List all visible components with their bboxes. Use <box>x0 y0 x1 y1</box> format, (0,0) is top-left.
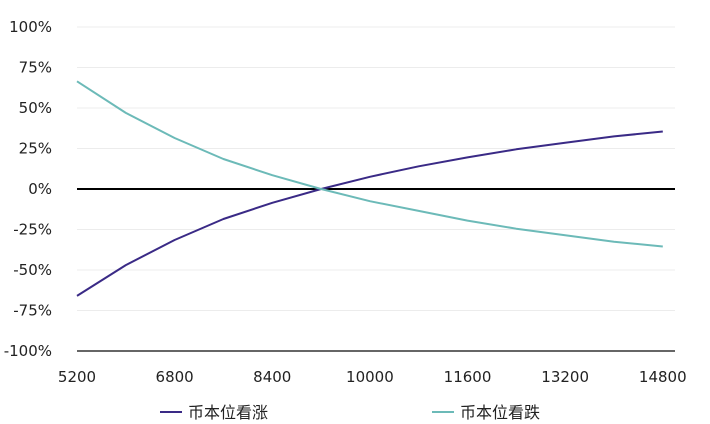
y-tick-label: -100% <box>4 342 52 360</box>
legend-label: 币本位看跌 <box>460 403 540 422</box>
x-tick-label: 5200 <box>58 368 96 386</box>
x-tick-label: 11600 <box>444 368 492 386</box>
x-tick-labels: 5200 6800 8400 10000 11600 13200 14800 <box>58 368 687 386</box>
axes <box>77 188 675 352</box>
y-tick-labels: 100% 75% 50% 25% 0% -25% -50% -75% -100% <box>4 18 52 360</box>
y-tick-label: -75% <box>13 302 52 320</box>
y-tick-label: 50% <box>19 99 52 117</box>
x-tick-label: 8400 <box>253 368 291 386</box>
y-tick-label: 0% <box>28 180 52 198</box>
y-tick-label: -50% <box>13 261 52 279</box>
series-lines <box>76 80 663 297</box>
y-tick-label: 25% <box>19 140 52 158</box>
x-tick-label: 10000 <box>346 368 394 386</box>
gridlines <box>77 26 675 311</box>
y-tick-label: 75% <box>19 59 52 77</box>
legend-label: 币本位看涨 <box>188 403 268 422</box>
series-line-2 <box>76 80 663 248</box>
x-tick-label: 13200 <box>541 368 589 386</box>
x-tick-label: 14800 <box>639 368 687 386</box>
y-tick-label: -25% <box>13 221 52 239</box>
series-line-1 <box>76 130 663 297</box>
y-tick-label: 100% <box>9 18 52 36</box>
legend: 币本位看涨 币本位看跌 <box>160 403 540 422</box>
x-tick-label: 6800 <box>156 368 194 386</box>
